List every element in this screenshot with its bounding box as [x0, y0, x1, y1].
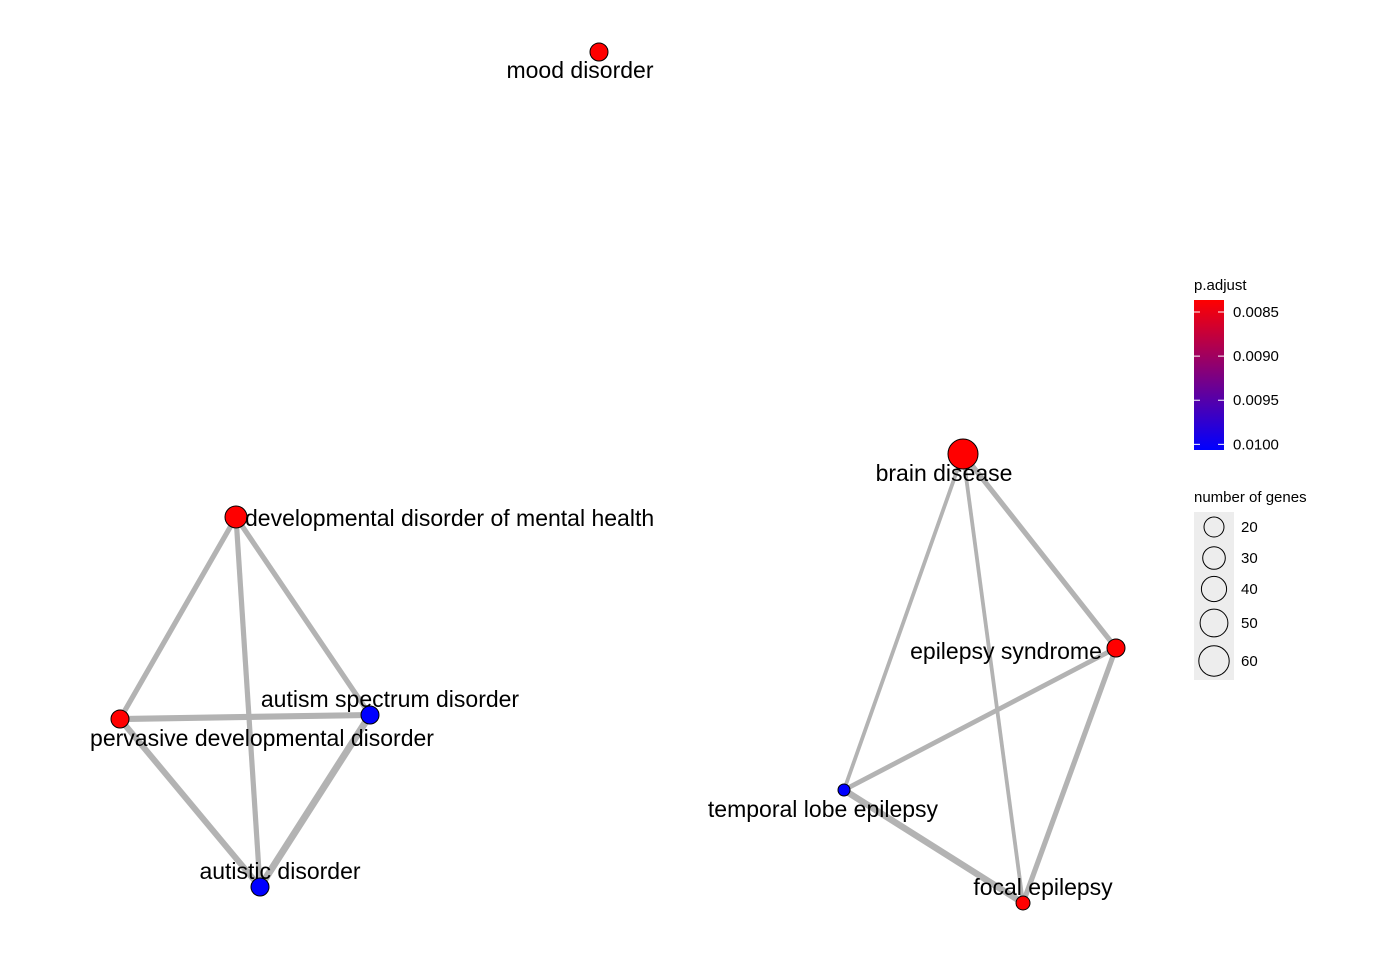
edge-dev-pdd: [117, 515, 239, 721]
node-eps: [1106, 638, 1126, 658]
size-key-circle: [1203, 516, 1225, 538]
node-label-aut: autistic disorder: [199, 858, 360, 884]
color-tick-label: 0.0085: [1233, 304, 1279, 321]
node-fe: [1015, 895, 1031, 911]
node-label-eps: epilepsy syndrome: [910, 638, 1102, 664]
node-label-dev: developmental disorder of mental health: [245, 505, 654, 531]
color-tick-label: 0.0095: [1233, 392, 1279, 409]
edge-asd-aut: [257, 713, 373, 889]
edge-brain-tle: [842, 453, 965, 791]
edge-layer: [117, 452, 1119, 906]
label-layer: mood disorder developmental disorder of m…: [90, 57, 1113, 900]
edge-pdd-aut: [117, 717, 263, 889]
node-label-brain: brain disease: [876, 460, 1013, 486]
node-label-fe: focal epilepsy: [973, 874, 1113, 900]
size-key-circle: [1198, 645, 1230, 677]
node-brain: [947, 438, 979, 470]
node-layer: [110, 42, 1126, 911]
node-label-tle: temporal lobe epilepsy: [708, 796, 939, 822]
node-label-pdd: pervasive developmental disorder: [90, 725, 434, 751]
color-bar: [1194, 300, 1224, 450]
edge-tle-fe: [842, 787, 1025, 906]
size-key-background: [1194, 512, 1234, 680]
size-legend-keys: 20 30 40 50 60: [1198, 516, 1258, 677]
size-legend-title: number of genes: [1194, 489, 1307, 506]
node-label-asd: autism spectrum disorder: [261, 686, 520, 712]
edge-brain-fe: [961, 453, 1025, 904]
size-key-label: 30: [1241, 550, 1258, 567]
size-key-circle: [1202, 546, 1226, 570]
color-tick-label: 0.0090: [1233, 348, 1279, 365]
node-asd: [360, 705, 380, 725]
node-pdd: [110, 709, 130, 729]
color-legend-ticks: 0.0085 0.0090 0.0095 0.0100: [1194, 304, 1279, 453]
size-key-circle: [1199, 608, 1229, 638]
edge-eps-fe: [1020, 647, 1119, 904]
legend: p.adjust 0.0085 0.0090 0.0095 0.0100 number…: [1194, 277, 1307, 680]
edge-brain-eps: [960, 452, 1119, 650]
size-key-label: 20: [1241, 519, 1258, 536]
size-key-label: 50: [1241, 615, 1258, 632]
node-dev: [224, 505, 248, 529]
color-tick-label: 0.0100: [1233, 436, 1279, 453]
node-mood: [589, 42, 609, 62]
color-legend-title: p.adjust: [1194, 277, 1247, 294]
node-label-mood: mood disorder: [506, 57, 653, 83]
size-key-label: 60: [1241, 653, 1258, 670]
edge-dev-aut: [233, 516, 263, 888]
edge-eps-tle: [842, 645, 1118, 793]
size-key-circle: [1200, 575, 1228, 603]
node-aut: [250, 877, 270, 897]
node-tle: [837, 783, 851, 797]
size-key-label: 40: [1241, 581, 1258, 598]
edge-pdd-asd: [119, 711, 371, 723]
edge-dev-asd: [233, 515, 373, 717]
